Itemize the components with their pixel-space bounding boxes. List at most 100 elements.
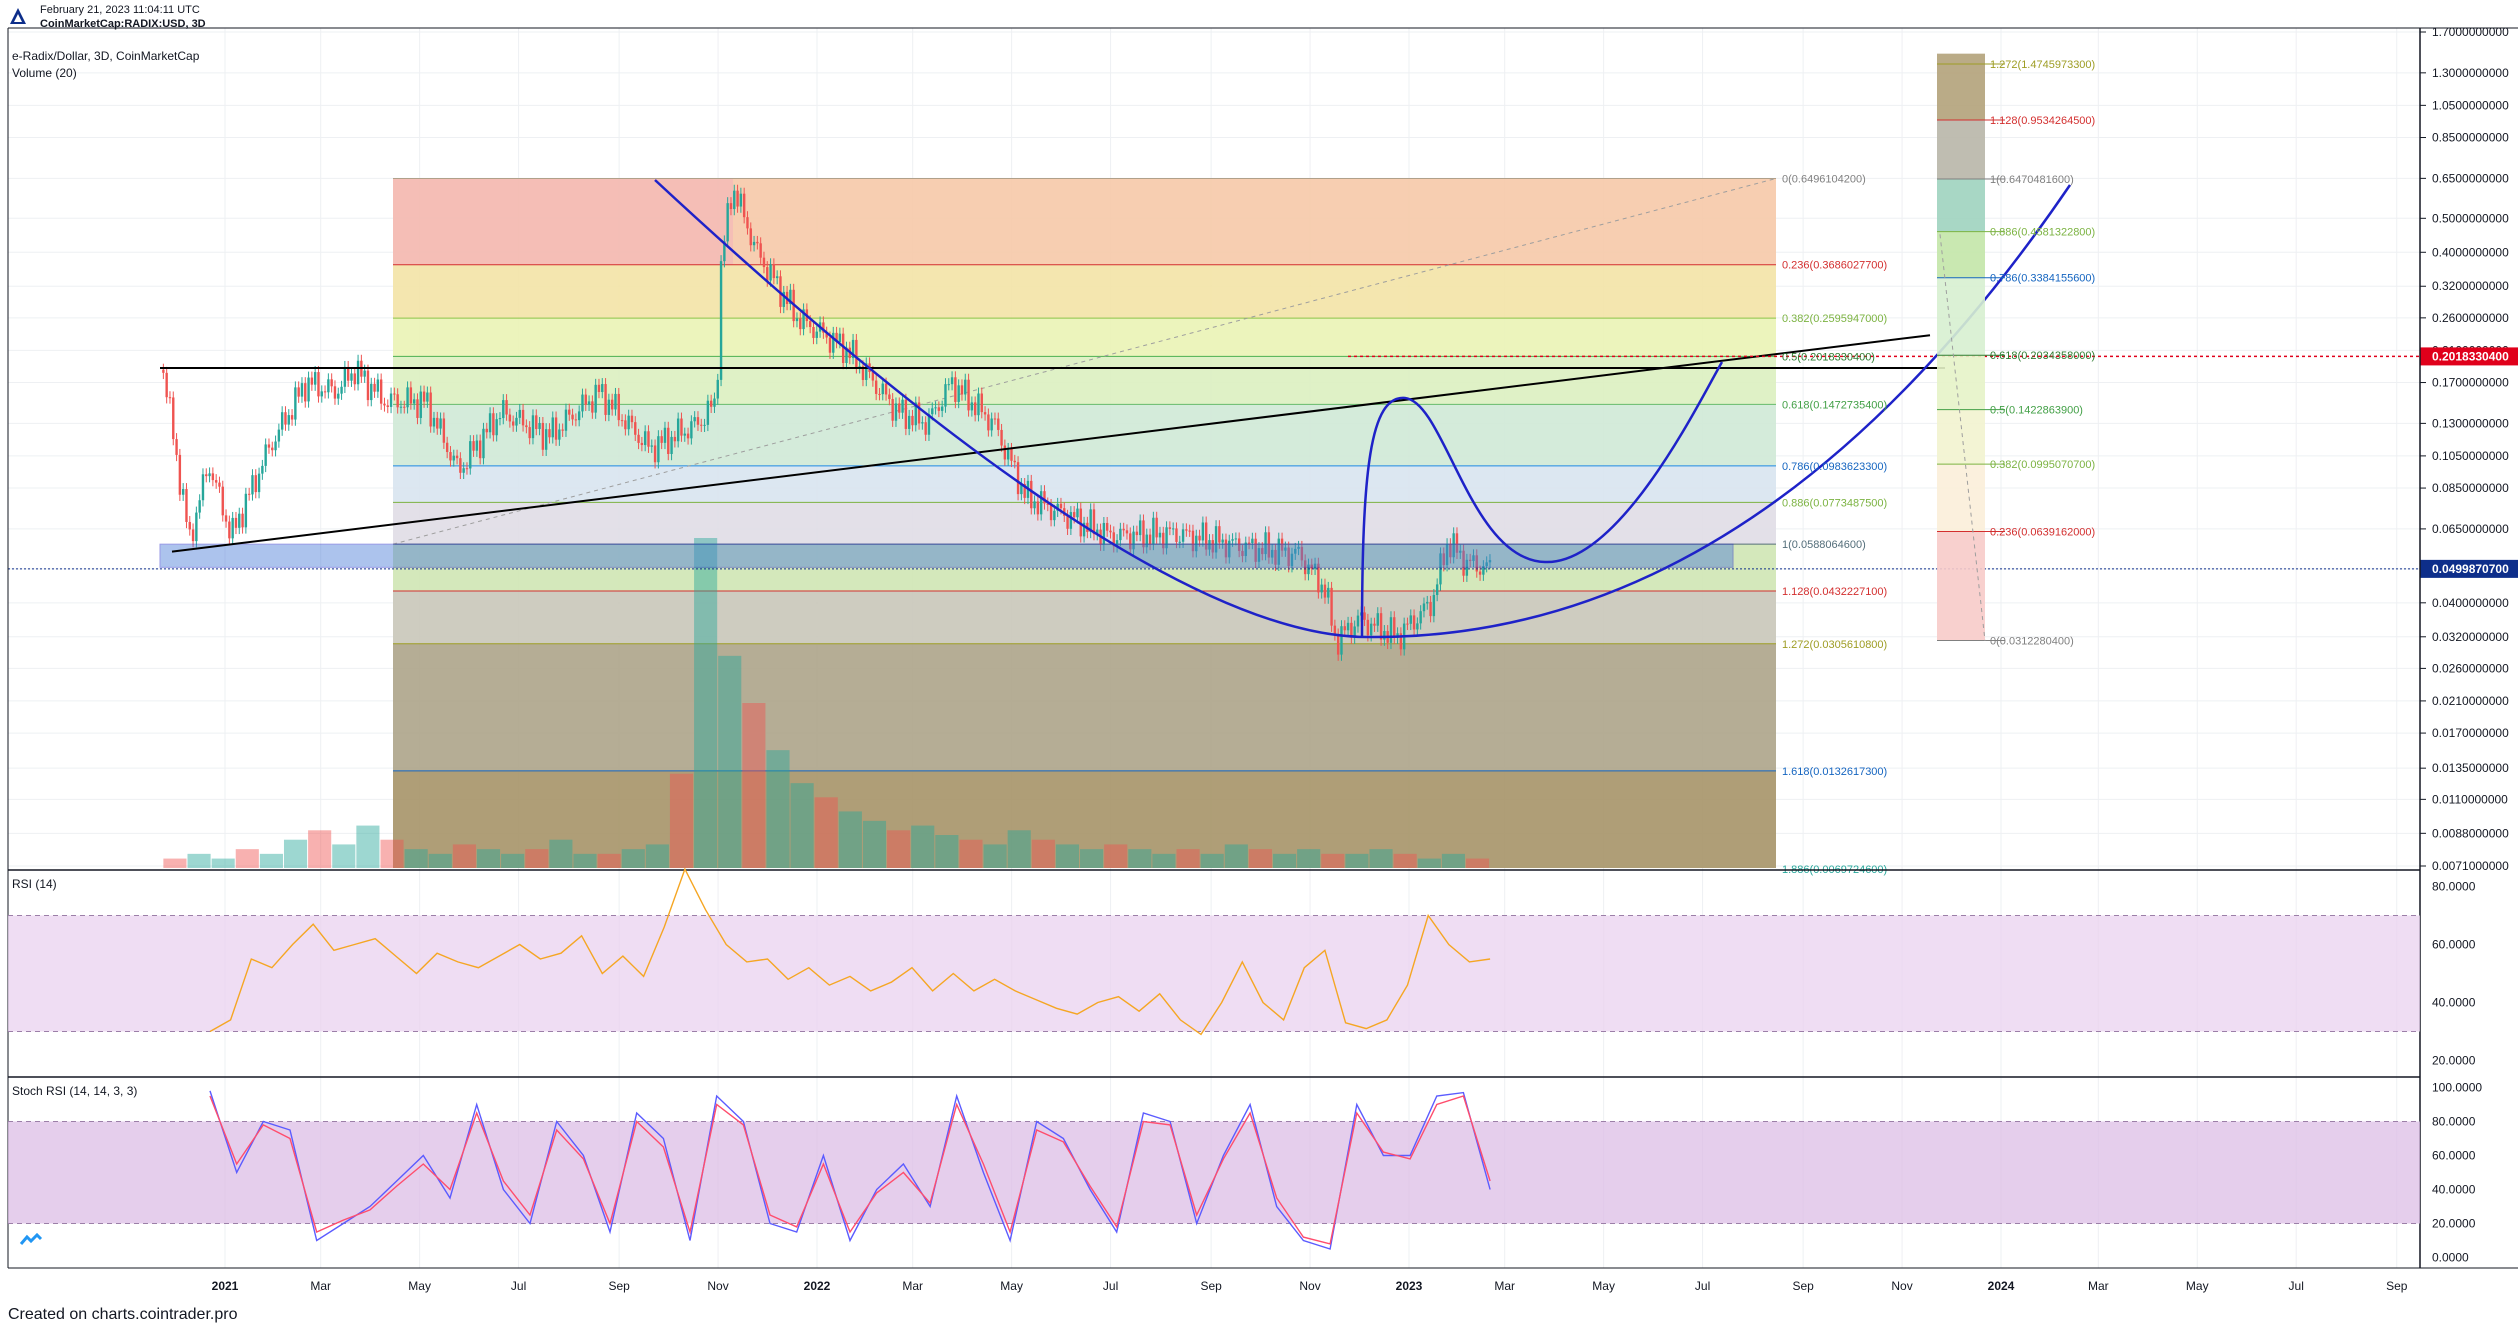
candle-body: [445, 442, 449, 453]
candle-body: [1122, 528, 1125, 531]
candle-body: [752, 241, 756, 246]
candle-body: [1214, 526, 1218, 553]
candle-body: [459, 458, 462, 473]
candle-body: [521, 409, 525, 426]
candle-body: [1228, 540, 1231, 558]
candle-body: [1142, 520, 1145, 548]
candle-body: [469, 441, 472, 469]
price-tick-label: 1.7000000000: [2432, 25, 2509, 39]
candle-body: [709, 400, 713, 407]
candle-body: [1459, 550, 1462, 553]
candle-body: [729, 203, 733, 210]
volume-bar: [1080, 849, 1104, 868]
volume-bar: [573, 853, 597, 868]
price-tick-label: 0.0210000000: [2432, 694, 2509, 708]
cointrader-logo-icon: [8, 6, 28, 26]
candle-body: [624, 420, 627, 430]
candle-body: [1046, 503, 1049, 505]
candle-body: [452, 455, 455, 461]
volume-bar: [645, 844, 669, 868]
candle-body: [1336, 634, 1340, 655]
candle-body: [1089, 509, 1092, 532]
candle-body: [247, 493, 251, 495]
volume-bar: [911, 825, 935, 868]
candle-body: [756, 241, 759, 244]
pane-titles: e-Radix/Dollar, 3D, CoinMarketCap Volume …: [12, 49, 200, 80]
candle-body: [1059, 503, 1063, 509]
ext-label: 1.272(1.4745973300): [1990, 59, 2095, 71]
candle-body: [967, 379, 970, 411]
candle-body: [878, 393, 881, 395]
candle-body: [1168, 527, 1172, 529]
volume-bar: [790, 783, 814, 868]
price-tick-label: 0.0260000000: [2432, 661, 2509, 675]
current-price-value: 0.0499870700: [2432, 562, 2509, 576]
candle-body: [300, 383, 304, 397]
candle-body: [627, 415, 630, 430]
candle-body: [571, 414, 574, 420]
ext-zone: [1937, 231, 1985, 278]
candle-body: [172, 397, 175, 440]
candle-body: [525, 425, 528, 428]
fib-label: 1.272(0.0305610800): [1782, 639, 1887, 651]
candle-body: [426, 392, 429, 402]
candle-body: [881, 383, 884, 395]
candle-body: [518, 409, 521, 418]
volume-bar: [1176, 849, 1200, 868]
candle-body: [861, 366, 865, 380]
price-tick-label: 0.6500000000: [2432, 171, 2509, 185]
candle-body: [356, 360, 360, 385]
candle-body: [1234, 538, 1238, 540]
ext-zone: [1937, 120, 1985, 180]
candle-body: [346, 366, 350, 381]
candle-body: [917, 402, 921, 424]
support-zone: [159, 543, 1734, 568]
red-level-value: 0.2018330400: [2432, 349, 2509, 363]
volume-bar: [742, 703, 766, 868]
candle-body: [1462, 550, 1465, 576]
candle-body: [940, 406, 944, 411]
candle-body: [1112, 532, 1115, 547]
volume-bar: [1369, 849, 1393, 868]
candle-body: [584, 394, 587, 405]
candle-body: [462, 468, 465, 473]
candle-body: [858, 366, 861, 368]
candle-body: [1165, 527, 1168, 549]
bump-curve: [1360, 361, 1724, 638]
candle-body: [257, 473, 261, 493]
candle-body: [498, 418, 502, 420]
ext-zone: [1937, 531, 1985, 641]
price-axis[interactable]: 1.7000000000 1.3000000000 1.0500000000 0.85…: [2420, 25, 2518, 873]
candle-body: [1036, 501, 1040, 515]
volume-bar: [308, 830, 332, 868]
candle-body: [224, 515, 228, 522]
candle-body: [766, 267, 769, 281]
candle-body: [1254, 538, 1257, 562]
ext-label: 0.618(0.2034358000): [1990, 350, 2095, 362]
time-axis[interactable]: 2021 Mar May Jul Sep Nov 2022 Mar May Jul Sep Nov 20…: [212, 1279, 2408, 1293]
candle-body: [723, 241, 726, 262]
time-tick-label: Mar: [1494, 1279, 1515, 1293]
candle-body: [1478, 571, 1482, 575]
candle-body: [485, 428, 488, 433]
candle-body: [399, 406, 403, 408]
volume-bar: [283, 839, 308, 868]
candle-body: [1485, 562, 1488, 567]
band-fill: [8, 1121, 2420, 1224]
price-tick-label: 0.0170000000: [2432, 726, 2509, 740]
candle-body: [914, 402, 917, 426]
osc-tick-label: 80.0000: [2432, 880, 2476, 894]
price-tick-label: 0.0071000000: [2432, 859, 2509, 873]
candle-body: [1105, 522, 1109, 531]
candle-body: [733, 190, 736, 210]
candle-body: [1346, 622, 1350, 631]
candle-body: [343, 366, 347, 387]
candle-body: [201, 474, 205, 501]
osc-series-line: [209, 1090, 1491, 1250]
time-tick-label: 2022: [804, 1279, 831, 1293]
candle-body: [1330, 587, 1333, 626]
candle-body: [690, 421, 693, 439]
candle-body: [825, 332, 828, 338]
candle-body: [799, 318, 802, 330]
candle-body: [254, 475, 257, 493]
